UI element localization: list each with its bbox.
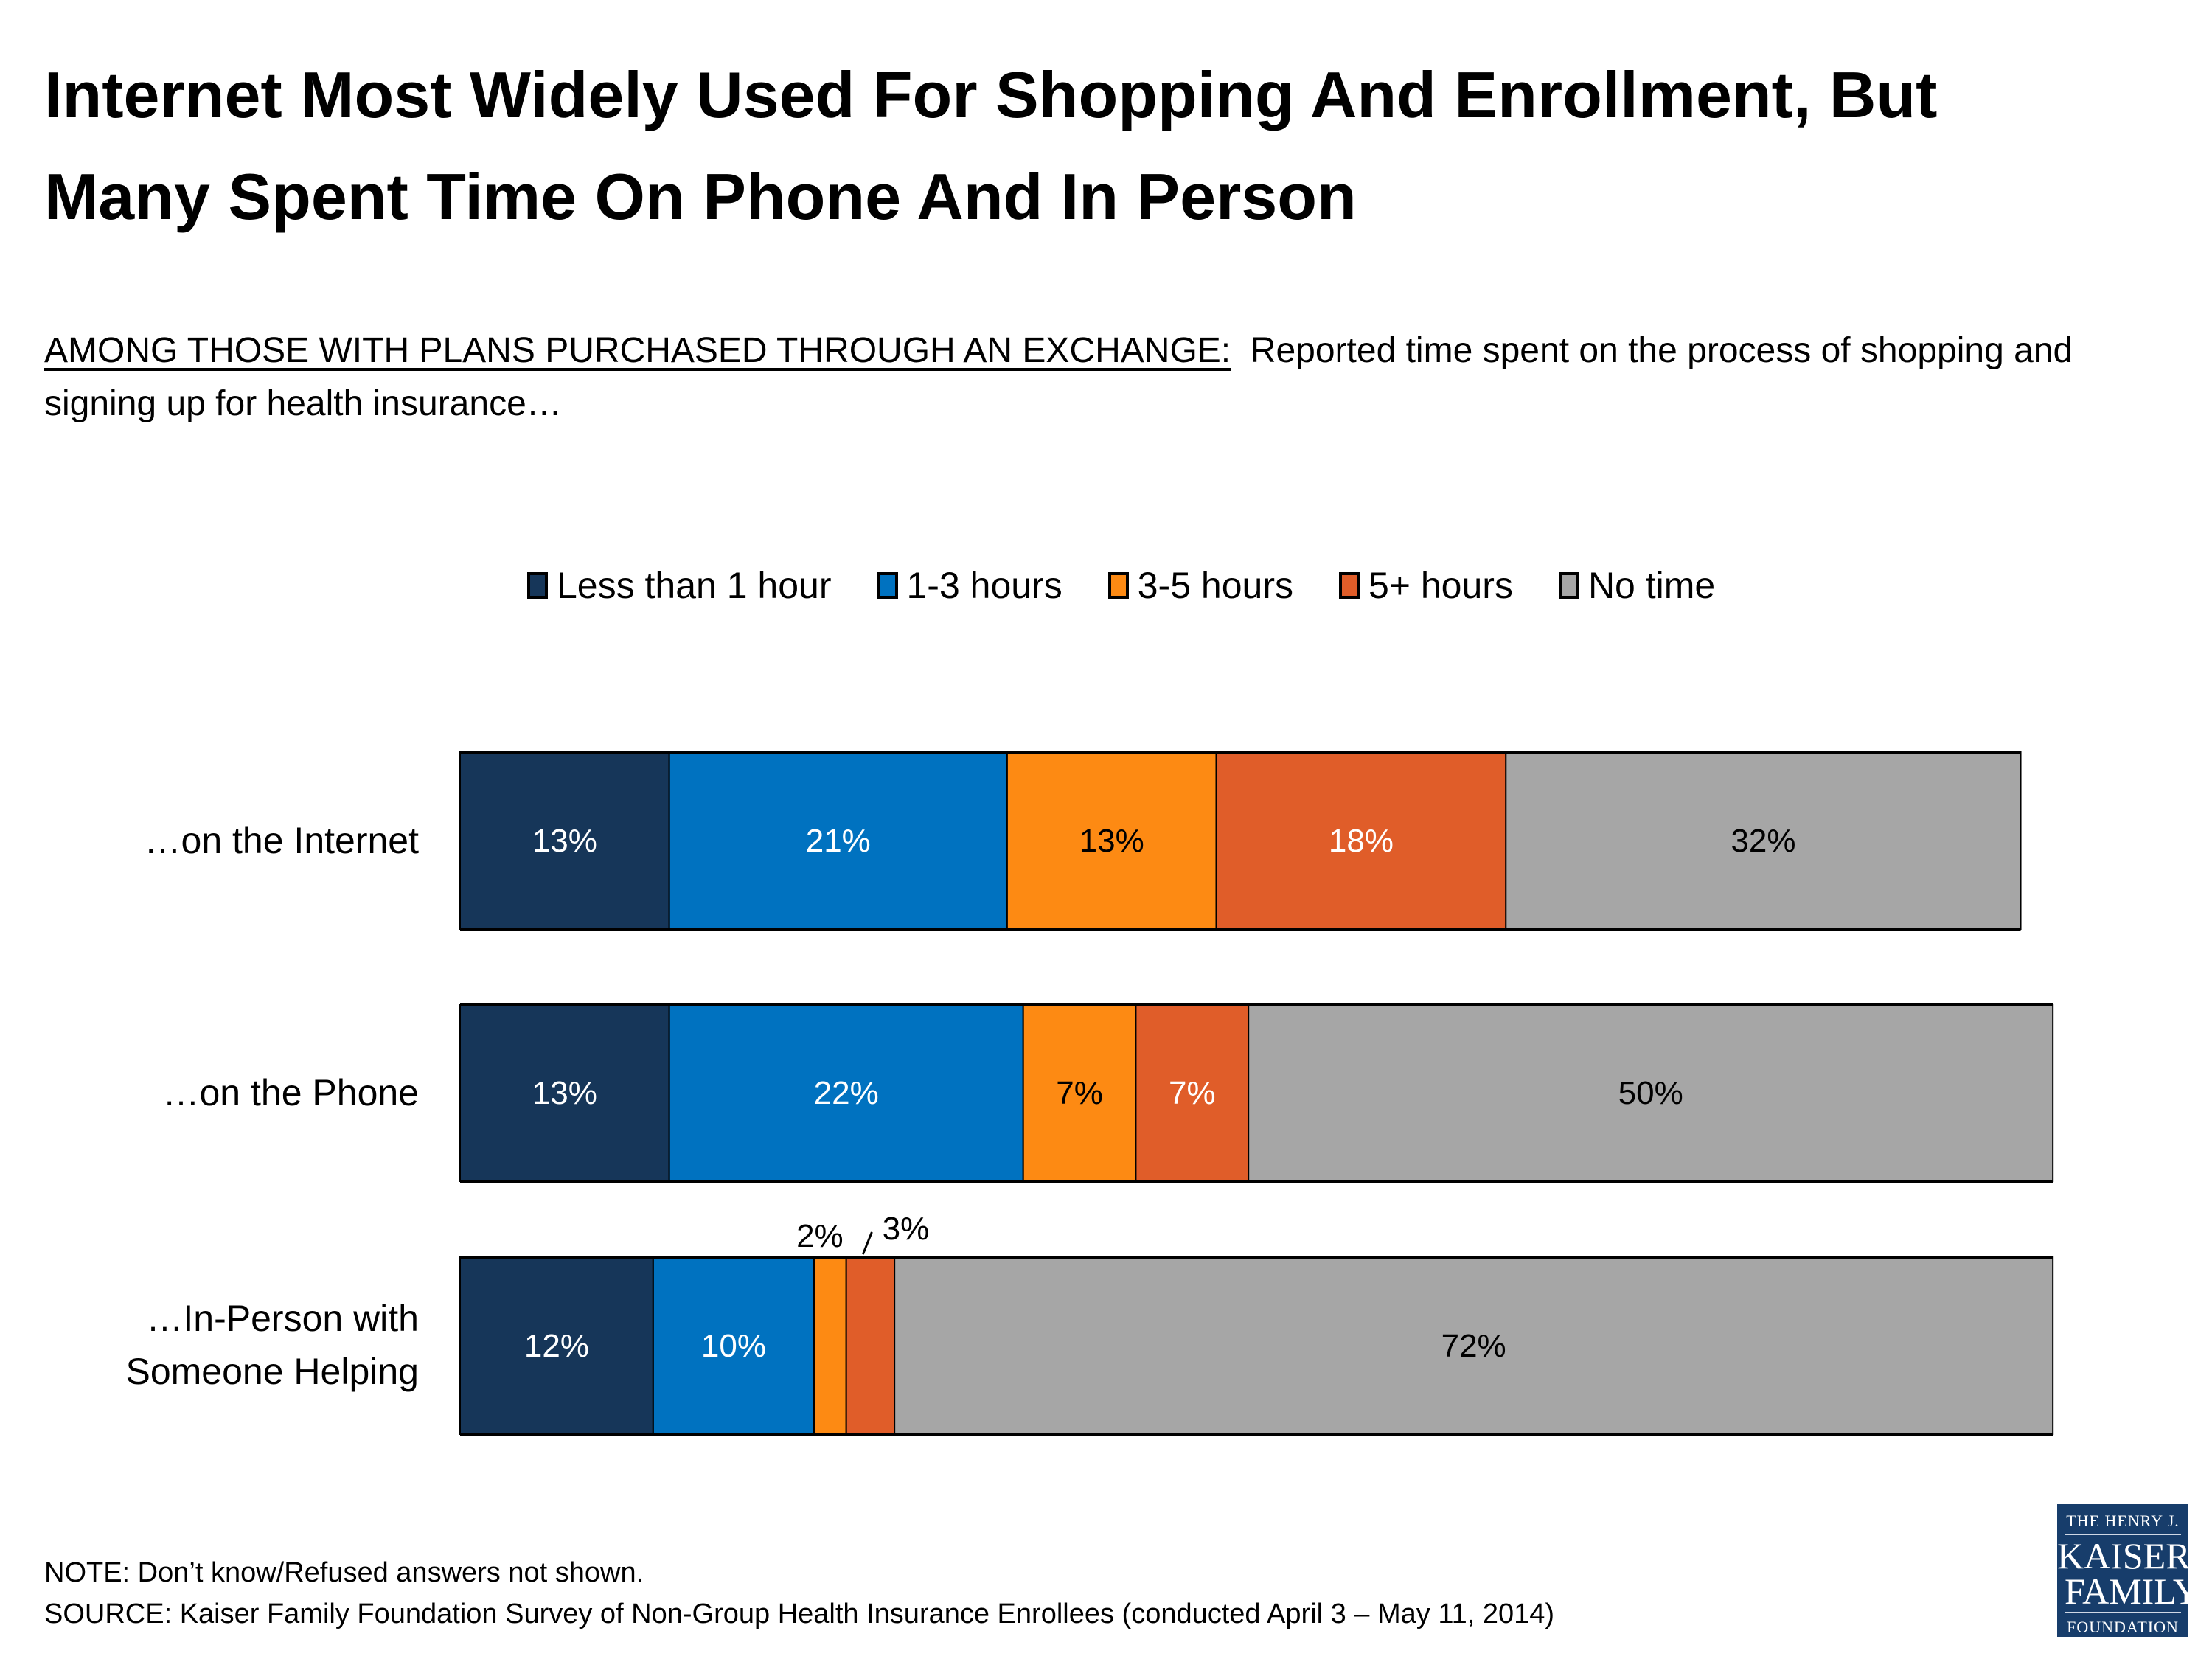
chart-subtitle: AMONG THOSE WITH PLANS PURCHASED THROUGH… — [44, 324, 2168, 431]
data-label: 50% — [1618, 1075, 1683, 1111]
data-label: 21% — [806, 823, 871, 859]
data-label: 12% — [524, 1328, 589, 1364]
bar-segment-5-hours — [845, 1256, 896, 1435]
bar-segment-no-time — [1248, 1004, 2054, 1182]
row-label-text: …In-Person with — [146, 1298, 419, 1339]
source-text: SOURCE: Kaiser Family Foundation Survey … — [44, 1599, 1555, 1630]
bar-segment-3-5-hours — [1022, 1004, 1137, 1182]
bar-segment-no-time — [894, 1256, 2054, 1435]
legend-item-no-time: No time — [1558, 564, 1716, 607]
legend-swatch — [1558, 572, 1579, 599]
data-label: 18% — [1329, 823, 1394, 859]
subtitle-text: Reported time spent on the process of sh… — [44, 331, 2083, 423]
bar-row-internet: 13% 21% 13% 18% 32% — [459, 751, 2022, 931]
logo-line-3: FAMILY — [2065, 1571, 2199, 1613]
legend-item-less-than-1-hour: Less than 1 hour — [527, 564, 832, 607]
legend-label: Less than 1 hour — [557, 565, 832, 606]
subtitle-lead: AMONG THOSE WITH PLANS PURCHASED THROUGH… — [44, 331, 1231, 370]
kff-logo: THE HENRY J. KAISER FAMILY FOUNDATION — [2057, 1504, 2199, 1637]
bar-segment-1-3-hours — [668, 1004, 1024, 1182]
bar-segment-1-3-hours — [652, 1256, 815, 1435]
data-label: 22% — [814, 1075, 879, 1111]
notes: NOTE: Don’t know/Refused answers not sho… — [44, 1552, 1554, 1635]
bar-segment-5-hours — [1215, 751, 1507, 930]
bar-segment-no-time — [1505, 751, 2022, 930]
legend-swatch — [1338, 572, 1360, 599]
legend-item-3-5-hours: 3-5 hours — [1107, 564, 1293, 607]
row-label-text: Someone Helping — [125, 1351, 420, 1392]
row-label-phone: …on the Phone — [163, 1066, 420, 1119]
note-text: NOTE: Don’t know/Refused answers not sho… — [44, 1557, 644, 1588]
logo-line-1: THE HENRY J. — [2065, 1512, 2181, 1535]
logo-line-2: KAISER — [2057, 1535, 2191, 1576]
title-line-1: Internet Most Widely Used For Shopping A… — [44, 58, 1938, 131]
data-label: 13% — [532, 1075, 597, 1111]
legend-swatch — [1107, 572, 1129, 599]
legend: Less than 1 hour 1-3 hours 3-5 hours 5+ … — [527, 564, 1761, 607]
legend-item-1-3-hours: 1-3 hours — [877, 564, 1062, 607]
data-label: 13% — [532, 823, 597, 859]
row-label-in-person: …In-Person with Someone Helping — [126, 1292, 420, 1398]
legend-label: 3-5 hours — [1137, 565, 1293, 606]
bar-row-phone: 13% 22% 7% 7% 50% — [459, 1003, 2054, 1183]
data-label: 7% — [1169, 1075, 1216, 1111]
chart-title: Internet Most Widely Used For Shopping A… — [44, 44, 2168, 248]
bar-segment-less-than-1-hour — [459, 1256, 654, 1435]
data-label: 13% — [1079, 823, 1144, 859]
logo-line-4: FOUNDATION — [2067, 1618, 2179, 1636]
legend-label: 1-3 hours — [906, 565, 1062, 606]
data-label: 2% — [796, 1218, 844, 1254]
data-label: 32% — [1731, 823, 1795, 859]
bar-segment-1-3-hours — [668, 751, 1008, 930]
legend-item-5-plus-hours: 5+ hours — [1338, 564, 1513, 607]
bar-row-in-person: 12% 10% 2% 3% 72% — [459, 1211, 2054, 1436]
data-label: 72% — [1441, 1328, 1506, 1364]
legend-swatch — [877, 572, 898, 599]
row-label-text: …on the Internet — [144, 820, 419, 861]
data-label: 3% — [883, 1211, 930, 1247]
legend-label: 5+ hours — [1368, 565, 1513, 606]
bar-segment-3-5-hours — [813, 1256, 847, 1435]
data-label: 10% — [701, 1328, 766, 1364]
title-line-2: Many Spent Time On Phone And In Person — [44, 160, 1357, 233]
bar-segment-less-than-1-hour — [459, 1004, 670, 1182]
legend-swatch — [527, 572, 548, 599]
leader-line — [862, 1231, 873, 1255]
row-label-internet: …on the Internet — [145, 814, 419, 867]
row-label-text: …on the Phone — [162, 1072, 420, 1113]
data-label: 7% — [1056, 1075, 1103, 1111]
legend-label: No time — [1587, 565, 1716, 606]
